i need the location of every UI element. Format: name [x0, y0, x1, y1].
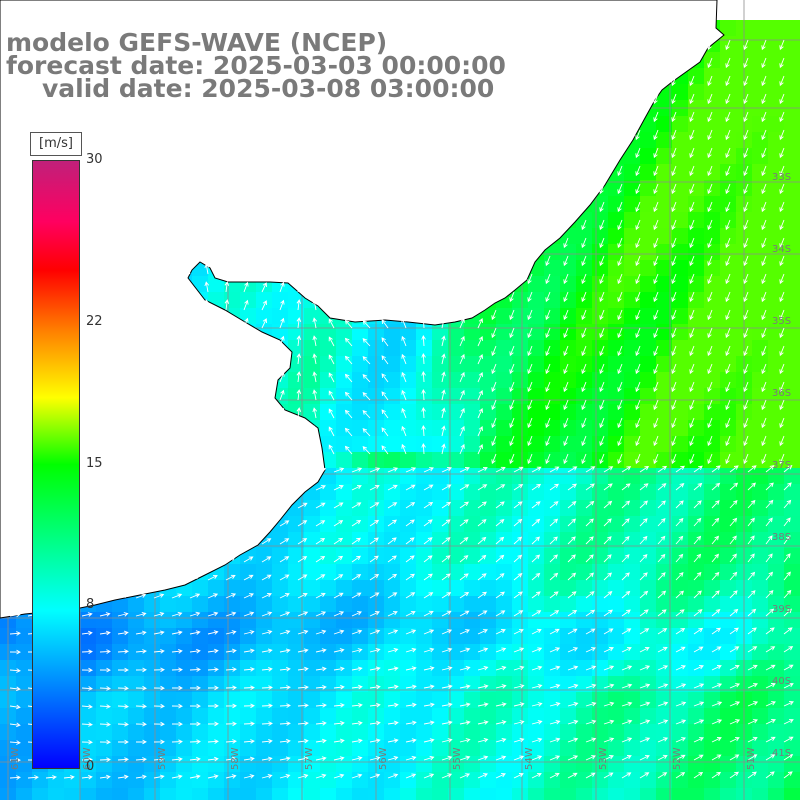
land-mass [0, 0, 725, 619]
colorbar-tick-label: 15 [86, 455, 103, 471]
lon-label: 57W [304, 747, 315, 770]
longitude-labels: 61W 60W 59W 58W 57W 56W 55W 54W 53W 52W 51W [10, 747, 757, 770]
forecast-date: forecast date: 2025-03-03 00:00:00 [6, 51, 506, 80]
colorbar-tick-label: 8 [86, 597, 95, 613]
lat-label: 39S [772, 604, 791, 615]
colorbar-gradient [32, 160, 80, 769]
colorbar-tick-label: 22 [86, 313, 103, 329]
latitude-labels: 33S 34S 35S 36S 37S 38S 39S 40S 41S [772, 172, 791, 759]
lon-label: 60W [82, 747, 93, 770]
lat-label: 37S [772, 460, 791, 471]
lon-label: 58W [230, 747, 241, 770]
colorbar-tick-label: 30 [86, 152, 103, 167]
colorbar-tick-label: 0 [86, 759, 95, 774]
wind-vectors [7, 29, 794, 780]
lon-label: 55W [452, 747, 463, 770]
lon-label: 52W [672, 747, 683, 770]
lon-label: 59W [157, 747, 168, 770]
model-title: modelo GEFS-WAVE (NCEP) [6, 28, 388, 57]
lat-label: 41S [772, 748, 791, 759]
lon-label: 54W [524, 747, 535, 770]
lon-label: 53W [598, 747, 609, 770]
lat-label: 38S [772, 532, 791, 543]
lat-label: 33S [772, 172, 791, 183]
lat-label: 40S [772, 676, 791, 687]
valid-date: valid date: 2025-03-08 03:00:00 [42, 74, 495, 103]
lon-label: 56W [378, 747, 389, 770]
lat-label: 36S [772, 388, 791, 399]
lat-label: 35S [772, 316, 791, 327]
lon-label: 51W [746, 747, 757, 770]
lon-label: 61W [10, 747, 21, 770]
lat-label: 34S [772, 244, 791, 255]
colorbar-units: [m/s] [30, 132, 82, 156]
